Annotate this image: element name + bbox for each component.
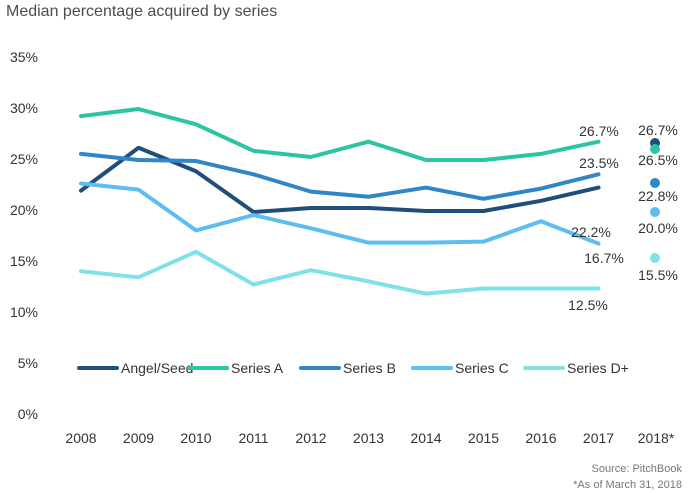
y-tick-label: 35% bbox=[10, 49, 38, 65]
y-tick-label: 0% bbox=[18, 406, 38, 422]
series-line-series-b bbox=[79, 151, 601, 201]
footnote: *As of March 31, 2018 bbox=[573, 479, 682, 491]
2018-points: 26.7% 26.5% 22.8% 20.0% 15.5% bbox=[638, 122, 678, 283]
x-tick-label: 2009 bbox=[123, 430, 154, 446]
y-tick-label: 5% bbox=[18, 355, 38, 371]
series-line-series-c bbox=[79, 181, 601, 246]
y-tick-label: 30% bbox=[10, 100, 38, 116]
legend-entry: Series C bbox=[455, 360, 509, 376]
y-axis: 0% 5% 10% 15% 20% 25% 30% 35% bbox=[10, 49, 38, 422]
x-tick-label: 2015 bbox=[468, 430, 499, 446]
source-note: Source: PitchBook bbox=[592, 463, 683, 475]
legend-entry: Angel/Seed bbox=[121, 360, 193, 376]
y-tick-label: 15% bbox=[10, 253, 38, 269]
series-line-series-a bbox=[79, 107, 601, 163]
x-tick-label: 2018* bbox=[638, 430, 675, 446]
legend-entry: Series D+ bbox=[567, 360, 629, 376]
x-tick-label: 2016 bbox=[525, 430, 556, 446]
legend-entry: Series B bbox=[343, 360, 396, 376]
data-point-2018 bbox=[650, 144, 660, 154]
x-tick-label: 2012 bbox=[295, 430, 326, 446]
data-label-2017: 23.5% bbox=[579, 155, 619, 171]
data-label-2017: 12.5% bbox=[568, 297, 608, 313]
chart-title: Median percentage acquired by series bbox=[6, 3, 277, 20]
data-label-2018: 26.5% bbox=[638, 152, 678, 168]
data-labels: 22.2% 26.7% 23.5% 16.7% 12.5% bbox=[568, 123, 624, 313]
data-point-2018 bbox=[650, 207, 660, 217]
x-tick-label: 2017 bbox=[583, 430, 614, 446]
series-line-series-d- bbox=[79, 249, 601, 296]
data-label-2017: 16.7% bbox=[584, 250, 624, 266]
data-label-2018: 15.5% bbox=[638, 267, 678, 283]
legend: Angel/Seed Series A Series B Series C Series… bbox=[77, 360, 629, 376]
data-label-2018: 22.8% bbox=[638, 188, 678, 204]
data-point-2018 bbox=[650, 178, 660, 188]
x-axis: 2008 2009 2010 2011 2012 2013 2014 2015 2016 2017… bbox=[65, 430, 674, 446]
data-label-2018: 20.0% bbox=[638, 220, 678, 236]
x-tick-label: 2013 bbox=[353, 430, 384, 446]
x-tick-label: 2011 bbox=[238, 430, 268, 446]
x-tick-label: 2008 bbox=[65, 430, 96, 446]
x-tick-label: 2014 bbox=[410, 430, 441, 446]
y-tick-label: 25% bbox=[10, 151, 38, 167]
data-label-2018: 26.7% bbox=[638, 122, 678, 138]
data-label-2017: 22.2% bbox=[571, 224, 611, 240]
legend-entry: Series A bbox=[231, 360, 284, 376]
y-tick-label: 20% bbox=[10, 202, 38, 218]
x-tick-label: 2010 bbox=[180, 430, 211, 446]
data-point-2018 bbox=[650, 253, 660, 263]
y-tick-label: 10% bbox=[10, 304, 38, 320]
data-label-2017: 26.7% bbox=[579, 123, 619, 139]
series-lines bbox=[79, 107, 601, 296]
